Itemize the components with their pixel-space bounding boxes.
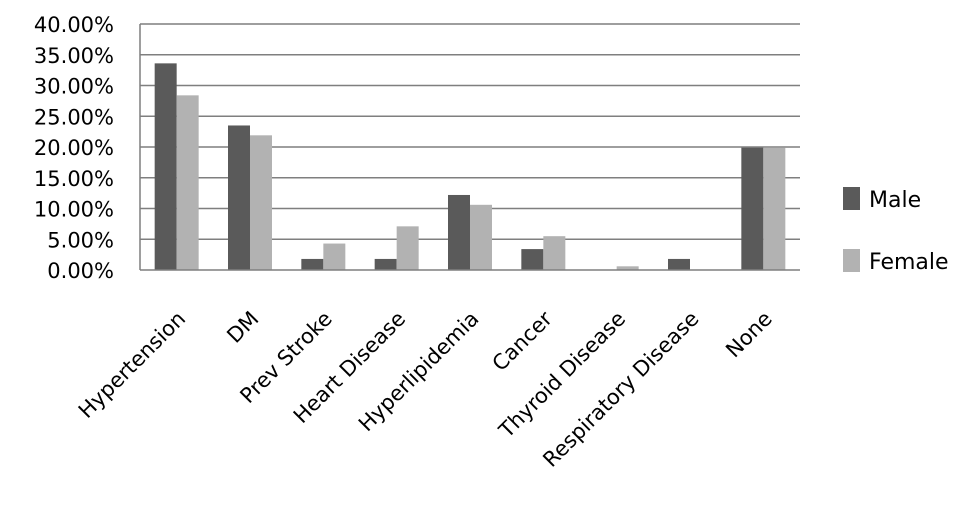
- y-tick-label: 40.00%: [34, 13, 114, 37]
- bars: [154, 63, 786, 270]
- bar-female-thyroid-disease: [616, 266, 639, 270]
- x-tick-label: None: [721, 307, 777, 363]
- bar-female-hypertension: [176, 95, 199, 270]
- y-tick-label: 20.00%: [34, 136, 114, 160]
- bar-female-dm: [250, 135, 272, 270]
- x-tick-label: DM: [222, 307, 263, 348]
- bar-male-hypertension: [154, 63, 177, 270]
- legend-label-male: Male: [869, 188, 921, 213]
- bar-male-hyperlipidemia: [448, 194, 470, 270]
- y-tick-label: 5.00%: [47, 228, 114, 252]
- legend-label-female: Female: [869, 250, 949, 275]
- bar-female-hyperlipidemia: [470, 204, 492, 270]
- y-tick-label: 10.00%: [34, 198, 114, 222]
- legend-swatch-female: [843, 249, 860, 272]
- x-tick-label: Thyroid Disease: [494, 307, 630, 443]
- y-tick-label: 30.00%: [34, 75, 114, 99]
- y-tick-label: 0.00%: [47, 259, 114, 283]
- bar-female-none: [763, 147, 786, 270]
- axes: [139, 24, 800, 271]
- legend-swatch-male: [843, 187, 860, 210]
- y-tick-label: 35.00%: [34, 44, 114, 68]
- x-tick-label: Hypertension: [74, 307, 190, 423]
- bar-male-none: [741, 147, 764, 270]
- legend: Male Female: [843, 187, 949, 275]
- bar-male-dm: [228, 125, 250, 270]
- bar-female-cancer: [543, 236, 566, 270]
- y-tick-label: 15.00%: [34, 167, 114, 191]
- bar-male-respiratory-disease: [668, 258, 690, 270]
- bar-male-heart-disease: [374, 258, 397, 270]
- x-tick-label: Cancer: [488, 306, 558, 376]
- bar-female-prev-stroke: [323, 243, 346, 270]
- y-tick-label: 25.00%: [34, 105, 114, 129]
- bar-male-prev-stroke: [301, 258, 324, 270]
- bar-female-heart-disease: [396, 226, 419, 270]
- bar-male-cancer: [521, 249, 544, 270]
- y-axis-tick-labels: 0.00% 5.00% 10.00% 15.00% 20.00% 25.00% 30.00%…: [34, 13, 114, 283]
